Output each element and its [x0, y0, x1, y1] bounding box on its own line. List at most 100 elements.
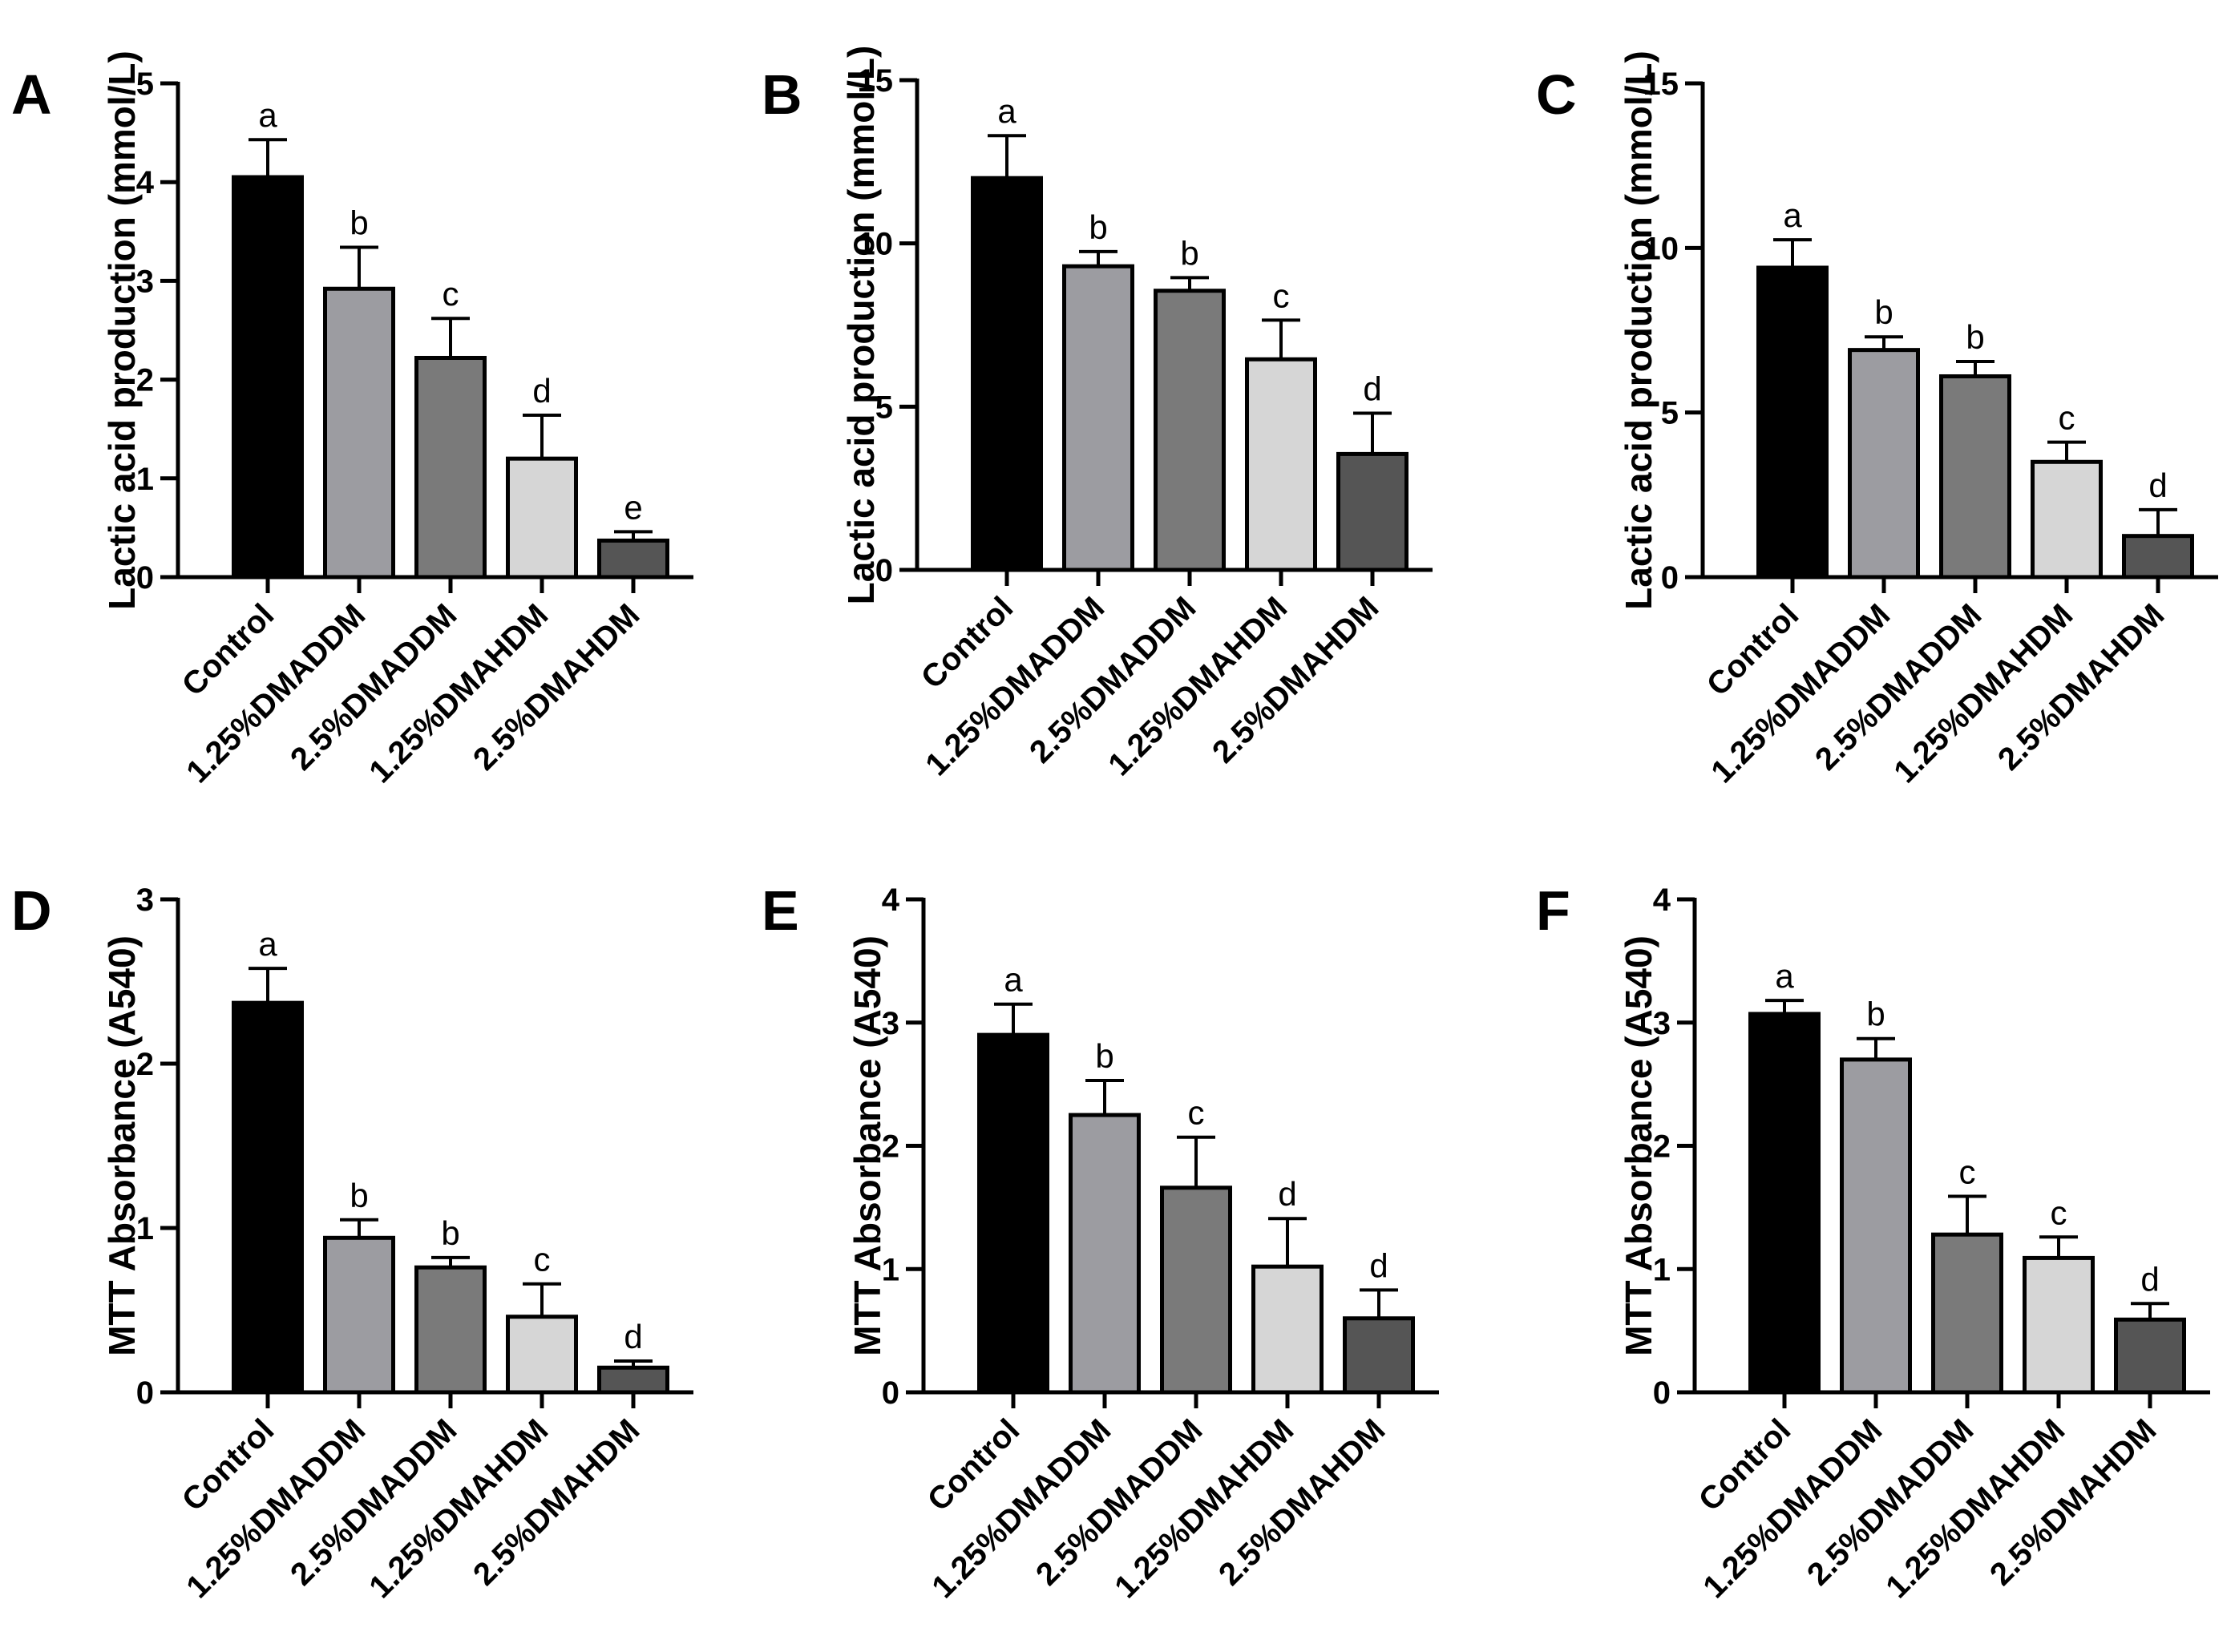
- panel-a-category-label-2-5-dmaddm: 2.5%DMADDM: [284, 597, 463, 777]
- panel-f-sig-letter-2-5-dmaddm: c: [1959, 1153, 1976, 1191]
- panel-f-bar-2-5-dmahdm: [2114, 1317, 2186, 1395]
- panel-a-sig-letter-1-25-dmahdm: d: [532, 372, 551, 410]
- panel-f-y-tick-label: 3: [1653, 1006, 1671, 1041]
- panel-d-y-tick-label: 2: [136, 1047, 154, 1082]
- panel-b-y-tick-label: 0: [875, 553, 893, 588]
- panel-c-bar-2-5-dmahdm: [2122, 534, 2194, 580]
- panel-c-y-tick-label: 15: [1643, 67, 1679, 102]
- panel-f-bar-1-25-dmahdm: [2023, 1255, 2095, 1395]
- panel-e-y-tick-label: 2: [882, 1129, 899, 1165]
- panel-e-y-tick-label: 4: [882, 883, 900, 918]
- panel-f-bar-2-5-dmaddm: [1931, 1232, 2003, 1395]
- panel-a-bar-2-5-dmahdm: [597, 538, 669, 580]
- panel-a-y-tick-label: 3: [136, 264, 154, 299]
- panel-b-letter: B: [762, 63, 802, 126]
- panel-a-y-tick-label: 4: [136, 165, 155, 200]
- panel-f-letter: F: [1536, 879, 1570, 942]
- panel-c-bar-control: [1756, 265, 1829, 580]
- panel-d-category-label-2-5-dmaddm: 2.5%DMADDM: [284, 1412, 463, 1592]
- panel-d-bar-1-25-dmahdm: [506, 1315, 578, 1395]
- panel-f-sig-letter-2-5-dmahdm: d: [2140, 1260, 2159, 1298]
- panel-f-sig-letter-control: a: [1775, 957, 1794, 995]
- panel-a-y-axis-title: Lactic acid production (mmol/L): [101, 50, 143, 610]
- panel-b-y-axis-title: Lactic acid production (mmol/L): [840, 46, 882, 605]
- panel-e-bar-1-25-dmaddm: [1069, 1113, 1141, 1395]
- panel-d-letter: D: [11, 879, 52, 942]
- panel-d-bar-1-25-dmaddm: [323, 1235, 395, 1395]
- panel-c-sig-letter-1-25-dmahdm: c: [2059, 399, 2075, 437]
- panel-c-y-tick-label: 10: [1643, 231, 1679, 266]
- panel-b-sig-letter-2-5-dmaddm: b: [1180, 234, 1198, 272]
- panel-e-category-label-2-5-dmaddm: 2.5%DMADDM: [1029, 1412, 1209, 1592]
- panel-b-sig-letter-1-25-dmahdm: c: [1273, 277, 1290, 314]
- panel-d-y-tick-label: 3: [136, 883, 154, 918]
- panel-b-bar-control: [971, 176, 1043, 572]
- panel-d-sig-letter-1-25-dmahdm: c: [534, 1241, 551, 1278]
- panel-d-sig-letter-control: a: [258, 925, 277, 963]
- panel-e-y-tick-label: 0: [882, 1375, 899, 1411]
- panel-c-y-tick-label: 0: [1661, 560, 1679, 596]
- panel-a-y-tick-label: 5: [136, 67, 154, 102]
- panel-a-letter: A: [11, 63, 52, 126]
- panel-e-bar-2-5-dmahdm: [1343, 1316, 1415, 1395]
- panel-d-y-tick-label: 1: [136, 1211, 154, 1246]
- panel-e-sig-letter-2-5-dmaddm: c: [1188, 1094, 1205, 1132]
- panel-d-sig-letter-2-5-dmahdm: d: [624, 1318, 642, 1355]
- panel-b-y-tick-label: 5: [875, 390, 893, 425]
- panel-c-y-tick-label: 5: [1661, 396, 1679, 431]
- panel-d-sig-letter-2-5-dmaddm: b: [441, 1214, 459, 1252]
- panel-e-y-axis-title: MTT Absorbance (A540): [847, 935, 888, 1356]
- panel-f-y-tick-label: 0: [1653, 1375, 1671, 1411]
- panel-c-bar-1-25-dmaddm: [1848, 348, 1920, 580]
- panel-a-y-tick-label: 1: [136, 462, 154, 497]
- panel-b-bar-1-25-dmaddm: [1062, 264, 1134, 572]
- panel-c-category-label-2-5-dmahdm: 2.5%DMAHDM: [1991, 597, 2171, 777]
- panel-d-bar-control: [232, 1000, 304, 1395]
- panel-a-bar-control: [232, 175, 304, 580]
- panel-e-category-label-2-5-dmahdm: 2.5%DMAHDM: [1212, 1412, 1392, 1592]
- panel-b-category-label-2-5-dmaddm: 2.5%DMADDM: [1023, 590, 1202, 769]
- panel-c-bar-1-25-dmahdm: [2031, 459, 2103, 580]
- panel-f-sig-letter-1-25-dmaddm: b: [1866, 996, 1885, 1033]
- panel-e-y-tick-label: 3: [882, 1006, 899, 1041]
- panel-e-bar-control: [977, 1032, 1049, 1395]
- panel-c-bar-2-5-dmaddm: [1939, 374, 2011, 580]
- panel-a-sig-letter-2-5-dmaddm: c: [443, 275, 459, 313]
- panel-f-category-label-2-5-dmaddm: 2.5%DMADDM: [1800, 1412, 1980, 1592]
- panel-a-category-label-2-5-dmahdm: 2.5%DMAHDM: [467, 597, 646, 777]
- panel-b: B Lactic acid production (mmol/L)051015aC…: [762, 46, 1433, 782]
- panel-a-bar-1-25-dmahdm: [506, 456, 578, 580]
- panel-f-y-axis-title: MTT Absorbance (A540): [1618, 935, 1659, 1356]
- panel-b-y-tick-label: 10: [858, 227, 894, 262]
- panel-b-sig-letter-2-5-dmahdm: d: [1363, 370, 1381, 407]
- panel-b-sig-letter-control: a: [997, 92, 1016, 130]
- panel-c-sig-letter-2-5-dmaddm: b: [1966, 318, 1984, 356]
- panel-c-category-label-2-5-dmaddm: 2.5%DMADDM: [1809, 597, 1988, 777]
- panel-f-bar-1-25-dmaddm: [1840, 1057, 1912, 1395]
- panel-b-category-label-2-5-dmahdm: 2.5%DMAHDM: [1206, 590, 1385, 769]
- panel-d-bar-2-5-dmaddm: [414, 1265, 487, 1395]
- panel-e-bar-1-25-dmahdm: [1251, 1264, 1324, 1395]
- panel-e-sig-letter-1-25-dmaddm: b: [1095, 1037, 1113, 1075]
- panel-a-sig-letter-1-25-dmaddm: b: [350, 204, 368, 242]
- panel-c: C Lactic acid production (mmol/L) 051015aC…: [1536, 50, 2218, 790]
- panel-a-y-tick-label: 0: [136, 560, 154, 596]
- panel-f-sig-letter-1-25-dmahdm: c: [2051, 1194, 2067, 1231]
- panel-f-y-tick-label: 1: [1653, 1252, 1671, 1287]
- panel-f-category-label-2-5-dmahdm: 2.5%DMAHDM: [1983, 1412, 2163, 1592]
- panel-d-category-label-2-5-dmahdm: 2.5%DMAHDM: [467, 1412, 646, 1592]
- panel-e-bar-2-5-dmaddm: [1160, 1185, 1232, 1395]
- panel-e-sig-letter-2-5-dmahdm: d: [1369, 1246, 1388, 1284]
- panel-c-letter: C: [1536, 63, 1577, 126]
- panel-a: A Lactic acid production (mmol/L)012345aC…: [11, 50, 693, 790]
- panel-a-y-tick-label: 2: [136, 363, 154, 398]
- panel-c-sig-letter-1-25-dmaddm: b: [1874, 293, 1893, 331]
- panel-a-sig-letter-2-5-dmahdm: e: [624, 488, 642, 526]
- panel-b-y-tick-label: 15: [858, 63, 894, 99]
- panel-b-bar-2-5-dmahdm: [1336, 451, 1408, 572]
- panel-d-sig-letter-1-25-dmaddm: b: [350, 1177, 368, 1214]
